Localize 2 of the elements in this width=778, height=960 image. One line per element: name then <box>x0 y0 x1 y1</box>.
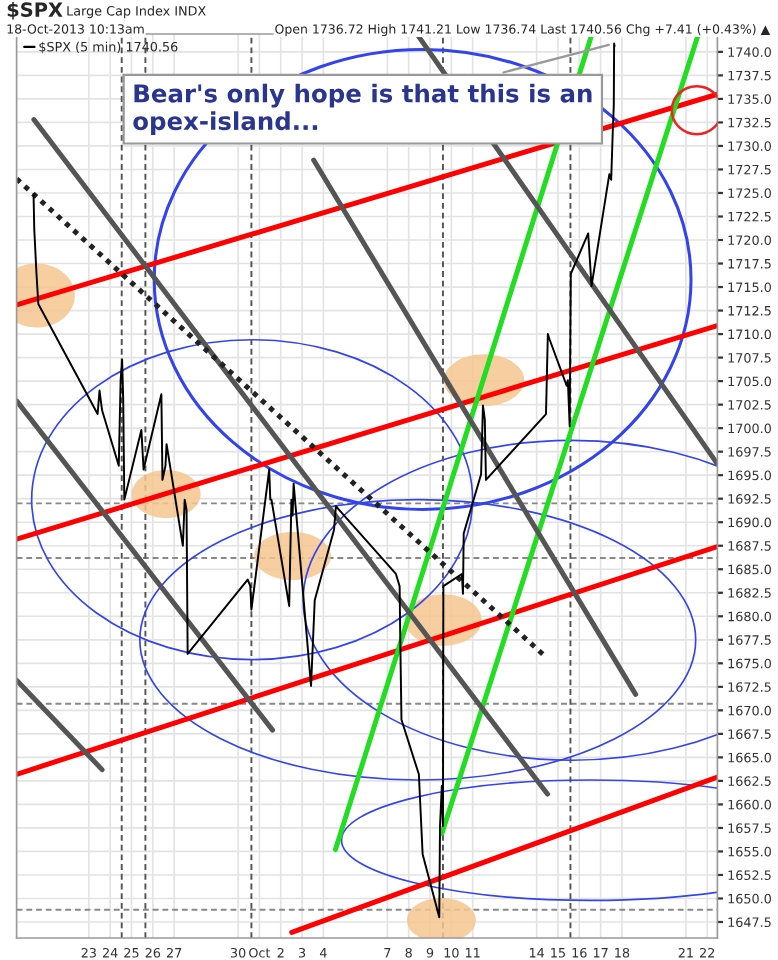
chart-title: $SPX <box>7 1 63 20</box>
annotation: Bear's only hope is that this is an opex-island... <box>133 83 592 135</box>
